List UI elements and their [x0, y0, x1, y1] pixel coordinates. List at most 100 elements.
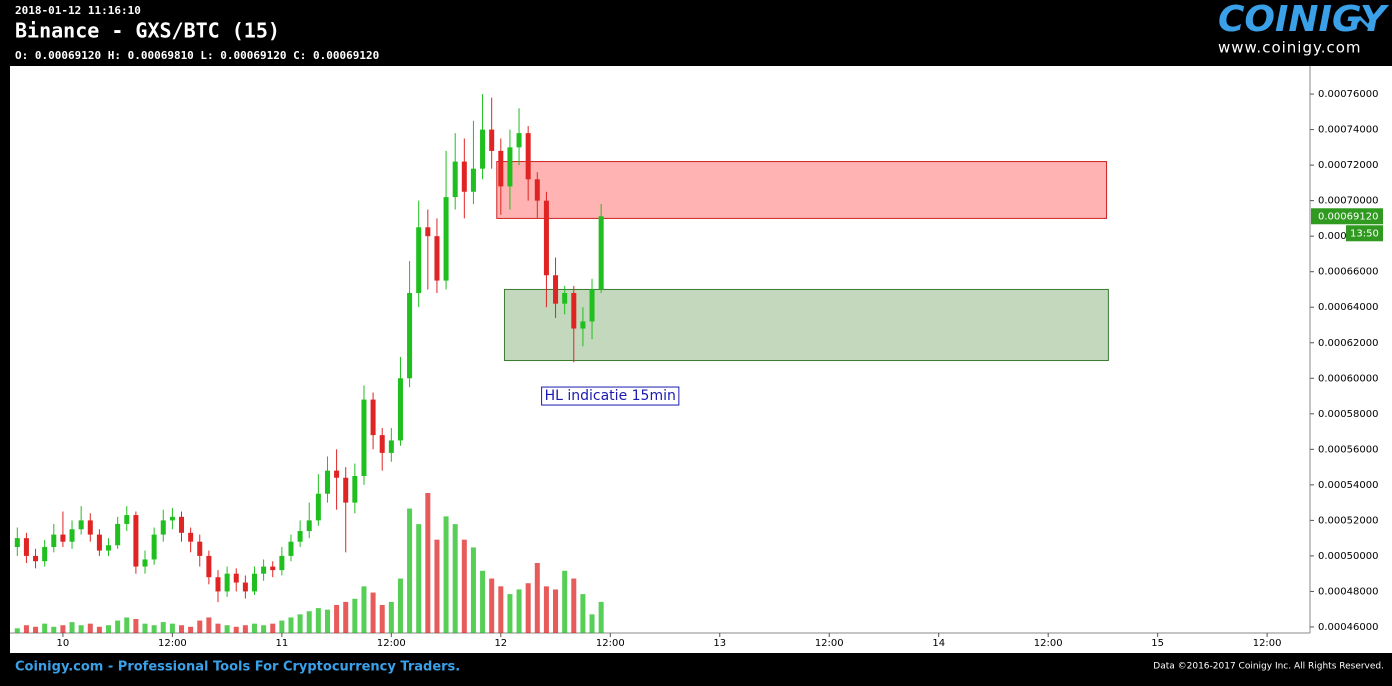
candle-body — [397, 378, 403, 441]
candle-body — [562, 293, 568, 304]
candle-body — [51, 534, 57, 548]
volume-bar — [397, 578, 403, 633]
volume-bar — [133, 619, 139, 633]
volume-bar — [379, 605, 385, 633]
y-tick-label: 0.00062000 — [1318, 338, 1378, 349]
y-tick-label: 0.00076000 — [1318, 89, 1378, 100]
candle-body — [78, 520, 84, 530]
x-tick-label: 12:00 — [158, 638, 187, 649]
volume-bar — [233, 626, 239, 633]
candle-body — [23, 538, 29, 556]
volume-bar — [297, 614, 303, 633]
volume-bar — [33, 626, 39, 633]
candle-body — [188, 532, 194, 542]
candle-body — [425, 227, 431, 237]
candle-body — [324, 470, 330, 494]
candle-body — [142, 559, 148, 567]
volume-bar — [598, 601, 604, 633]
candle-body — [115, 523, 121, 546]
candle-body — [352, 475, 358, 503]
volume-bar — [115, 620, 121, 633]
countdown-badge — [1346, 225, 1383, 242]
volume-bar — [534, 563, 540, 633]
candle-body — [242, 582, 248, 592]
candle-body — [434, 236, 440, 281]
y-tick-label: 0.00066000 — [1318, 267, 1378, 278]
candle-body — [261, 566, 267, 574]
x-tick-label: 10 — [57, 638, 70, 649]
candle-body — [14, 538, 20, 548]
candle-body — [379, 435, 385, 453]
zones — [496, 161, 1109, 362]
volume-bar — [498, 586, 504, 633]
volume-bar — [434, 539, 440, 633]
y-tick-label: 0.00056000 — [1318, 444, 1378, 455]
candle-body — [361, 399, 367, 476]
candle-body — [233, 573, 239, 583]
volumes — [14, 493, 604, 633]
candle-body — [279, 555, 285, 571]
volume-bar — [334, 605, 340, 633]
y-tick-label: 0.00070000 — [1318, 196, 1378, 207]
candle-body — [96, 534, 102, 551]
volume-bar — [142, 623, 148, 633]
volume-bar — [516, 589, 522, 633]
y-tick-label: 0.00064000 — [1318, 302, 1378, 313]
candle-body — [106, 545, 112, 551]
y-tick-label: 0.00052000 — [1318, 515, 1378, 526]
volume-bar — [370, 592, 376, 633]
candle-body — [452, 161, 458, 198]
volume-bar — [480, 570, 486, 633]
logo-graph — [1348, 9, 1382, 31]
candle-body — [480, 129, 486, 169]
candle-body — [224, 573, 230, 592]
x-tick-label: 13 — [713, 638, 726, 649]
y-tick-label: 0.00050000 — [1318, 551, 1378, 562]
candle-body — [443, 197, 449, 281]
volume-bar — [352, 598, 358, 633]
y-tick-label: 0.00058000 — [1318, 409, 1378, 420]
volume-bar — [288, 617, 294, 633]
y-tick-label: 0.00054000 — [1318, 480, 1378, 491]
volume-bar — [407, 508, 413, 633]
volume-bar — [261, 625, 267, 633]
volume-bar — [553, 589, 559, 633]
candle-body — [87, 520, 93, 535]
volume-bar — [507, 594, 513, 633]
volume-bar — [224, 625, 230, 633]
volume-bar — [23, 625, 29, 633]
countdown: 13:50 — [1350, 228, 1379, 239]
volume-bar — [388, 601, 394, 633]
candle-body — [69, 529, 75, 542]
volume-bar — [215, 623, 221, 633]
volume-bar — [589, 614, 595, 633]
footer-right: Data ©2016-2017 Coinigy Inc. All Rights … — [1153, 662, 1384, 672]
volume-bar — [78, 625, 84, 633]
x-tick-label: 11 — [275, 638, 288, 649]
candle-body — [589, 289, 595, 322]
candle-body — [33, 555, 39, 562]
candle-body — [553, 275, 559, 304]
candle-body — [133, 515, 139, 567]
volume-bar — [179, 625, 185, 633]
volume-bar — [60, 625, 66, 633]
x-tick-label: 12 — [494, 638, 507, 649]
candle-body — [370, 399, 376, 436]
zone — [496, 161, 1108, 219]
volume-bar — [443, 516, 449, 633]
candle-body — [571, 293, 577, 329]
axes: 0.00046000 0.00048000 0.00050000 0.00052000… — [57, 89, 1383, 649]
candle-body — [507, 147, 513, 187]
x-tick-label: 12:00 — [1253, 638, 1282, 649]
volume-bar — [315, 608, 321, 633]
volume-bar — [525, 583, 531, 633]
volume-bar — [452, 524, 458, 633]
x-tick-label: 12:00 — [596, 638, 625, 649]
volume-bar — [197, 620, 203, 633]
candle-body — [461, 161, 467, 192]
volume-bar — [87, 623, 93, 633]
volume-bar — [580, 594, 586, 633]
candles — [14, 94, 604, 603]
volume-bar — [461, 539, 467, 633]
